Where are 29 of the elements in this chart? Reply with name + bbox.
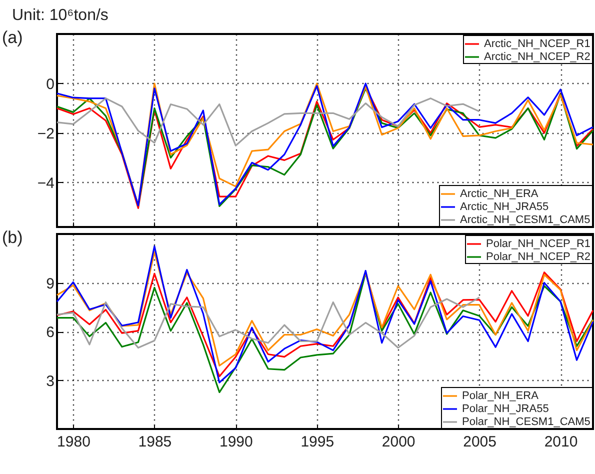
legend-label: Arctic_NH_NCEP_R1 — [484, 38, 590, 50]
x-tick-label: 2010 — [544, 434, 578, 450]
line-series — [56, 98, 480, 146]
legend-label: Polar_NH_NCEP_R1 — [486, 238, 591, 250]
text: (b) — [2, 228, 23, 247]
legend-label: Arctic_NH_CESM1_CAM5 — [460, 214, 590, 226]
x-tick-label: 1980 — [57, 434, 90, 450]
y-tick-label: 6 — [46, 324, 54, 341]
line-series — [56, 251, 594, 366]
legend-label: Polar_NH_JRA55 — [462, 403, 549, 415]
legend-label: Polar_NH_CESM1_CAM5 — [462, 416, 590, 428]
x-tick-label: 1995 — [300, 434, 334, 450]
y-tick-label: 9 — [46, 275, 54, 292]
y-tick-label: 3 — [46, 372, 54, 390]
y-tick-label: 0 — [46, 76, 54, 93]
legend-label: Arctic_NH_ERA — [460, 188, 539, 200]
x-tick-label: 1990 — [219, 434, 253, 450]
x-tick-label: 1985 — [138, 434, 172, 450]
y-tick-label: −2 — [37, 125, 54, 142]
legend-label: Arctic_NH_NCEP_R2 — [484, 51, 590, 63]
line-series — [56, 296, 480, 349]
legend-label: Arctic_NH_JRA55 — [460, 201, 549, 213]
y-tick-label: −4 — [37, 174, 54, 192]
x-tick-label: 2000 — [382, 434, 416, 450]
legend-label: Polar_NH_NCEP_R2 — [486, 251, 591, 263]
legend-label: Polar_NH_ERA — [462, 390, 540, 402]
text: (a) — [2, 28, 23, 47]
chart-title: Unit: 10⁶ton/s — [12, 7, 108, 24]
x-tick-label: 2005 — [463, 434, 496, 450]
